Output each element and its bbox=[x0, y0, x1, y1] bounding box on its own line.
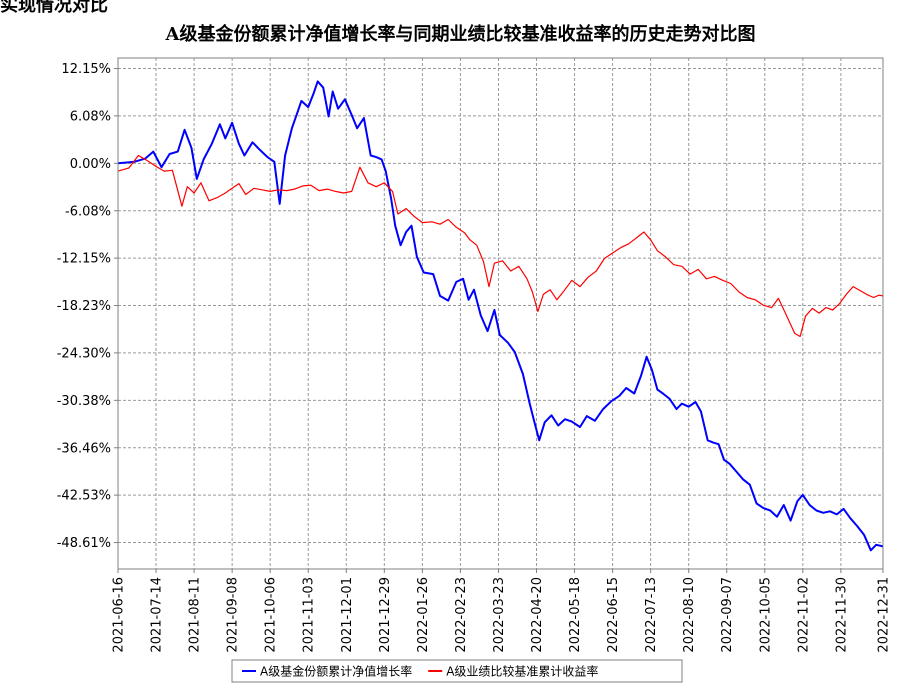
x-tick-label: 2022-09-07 bbox=[720, 577, 735, 653]
x-tick-label: 2021-06-16 bbox=[112, 577, 127, 653]
x-tick-label: 2022-01-26 bbox=[416, 577, 431, 653]
x-tick-label: 2022-03-23 bbox=[492, 577, 507, 653]
y-tick-label: -12.15% bbox=[57, 252, 111, 267]
x-tick-label: 2022-05-18 bbox=[568, 577, 583, 653]
x-tick-label: 2022-04-20 bbox=[530, 577, 545, 653]
x-tick-label: 2022-11-02 bbox=[796, 577, 811, 653]
x-tick-label: 2022-11-30 bbox=[834, 577, 849, 653]
x-tick-label: 2021-07-14 bbox=[150, 577, 165, 653]
x-axis: 2021-06-16 2021-07-14 2021-08-11 2021-09-08… bbox=[112, 569, 892, 653]
x-tick-label: 2021-11-03 bbox=[302, 577, 317, 653]
y-tick-label: -42.53% bbox=[57, 489, 111, 504]
y-tick-label: -48.61% bbox=[57, 536, 111, 551]
x-tick-label: 2021-12-01 bbox=[340, 577, 355, 653]
series-layer bbox=[117, 80, 884, 552]
y-tick-label: 12.15% bbox=[61, 62, 111, 77]
x-tick-label: 2021-09-08 bbox=[226, 577, 241, 653]
y-tick-label: -30.38% bbox=[57, 394, 111, 409]
y-tick-label: -6.08% bbox=[65, 204, 111, 219]
series-line-2 bbox=[117, 154, 884, 338]
x-tick-label: 2021-12-29 bbox=[378, 577, 393, 653]
x-tick-label: 2022-10-05 bbox=[758, 577, 773, 653]
y-tick-label: 6.08% bbox=[70, 109, 111, 124]
y-tick-label: 0.00% bbox=[70, 157, 111, 172]
series-line-1 bbox=[117, 80, 884, 552]
y-tick-label: -18.23% bbox=[57, 299, 111, 314]
y-axis: 12.15% 6.08% 0.00% -6.08% -12.15% -18.23% -24.… bbox=[57, 62, 118, 551]
grid-layer bbox=[117, 58, 884, 569]
x-tick-label: 2022-08-10 bbox=[682, 577, 697, 653]
legend: A级基金份额累计净值增长率 A级业绩比较基准累计收益率 bbox=[231, 659, 683, 683]
chart-title: A级基金份额累计净值增长率与同期业绩比较基准收益率的历史走势对比图 bbox=[165, 24, 756, 45]
legend-label-2: A级业绩比较基准累计收益率 bbox=[446, 664, 598, 679]
plot-frame bbox=[117, 57, 884, 570]
x-tick-label: 2021-10-06 bbox=[264, 577, 279, 653]
legend-box bbox=[231, 659, 683, 683]
y-tick-label: -36.46% bbox=[57, 441, 111, 456]
legend-label-1: A级基金份额累计净值增长率 bbox=[260, 664, 412, 679]
x-tick-label: 2022-06-15 bbox=[606, 577, 621, 653]
x-tick-label: 2022-02-23 bbox=[454, 577, 469, 653]
x-tick-label: 2022-07-13 bbox=[644, 577, 659, 653]
x-tick-label: 2022-12-31 bbox=[877, 577, 892, 653]
y-tick-label: -24.30% bbox=[57, 346, 111, 361]
corner-text: 实现情况对比 bbox=[0, 0, 108, 16]
x-tick-label: 2021-08-11 bbox=[188, 577, 203, 653]
